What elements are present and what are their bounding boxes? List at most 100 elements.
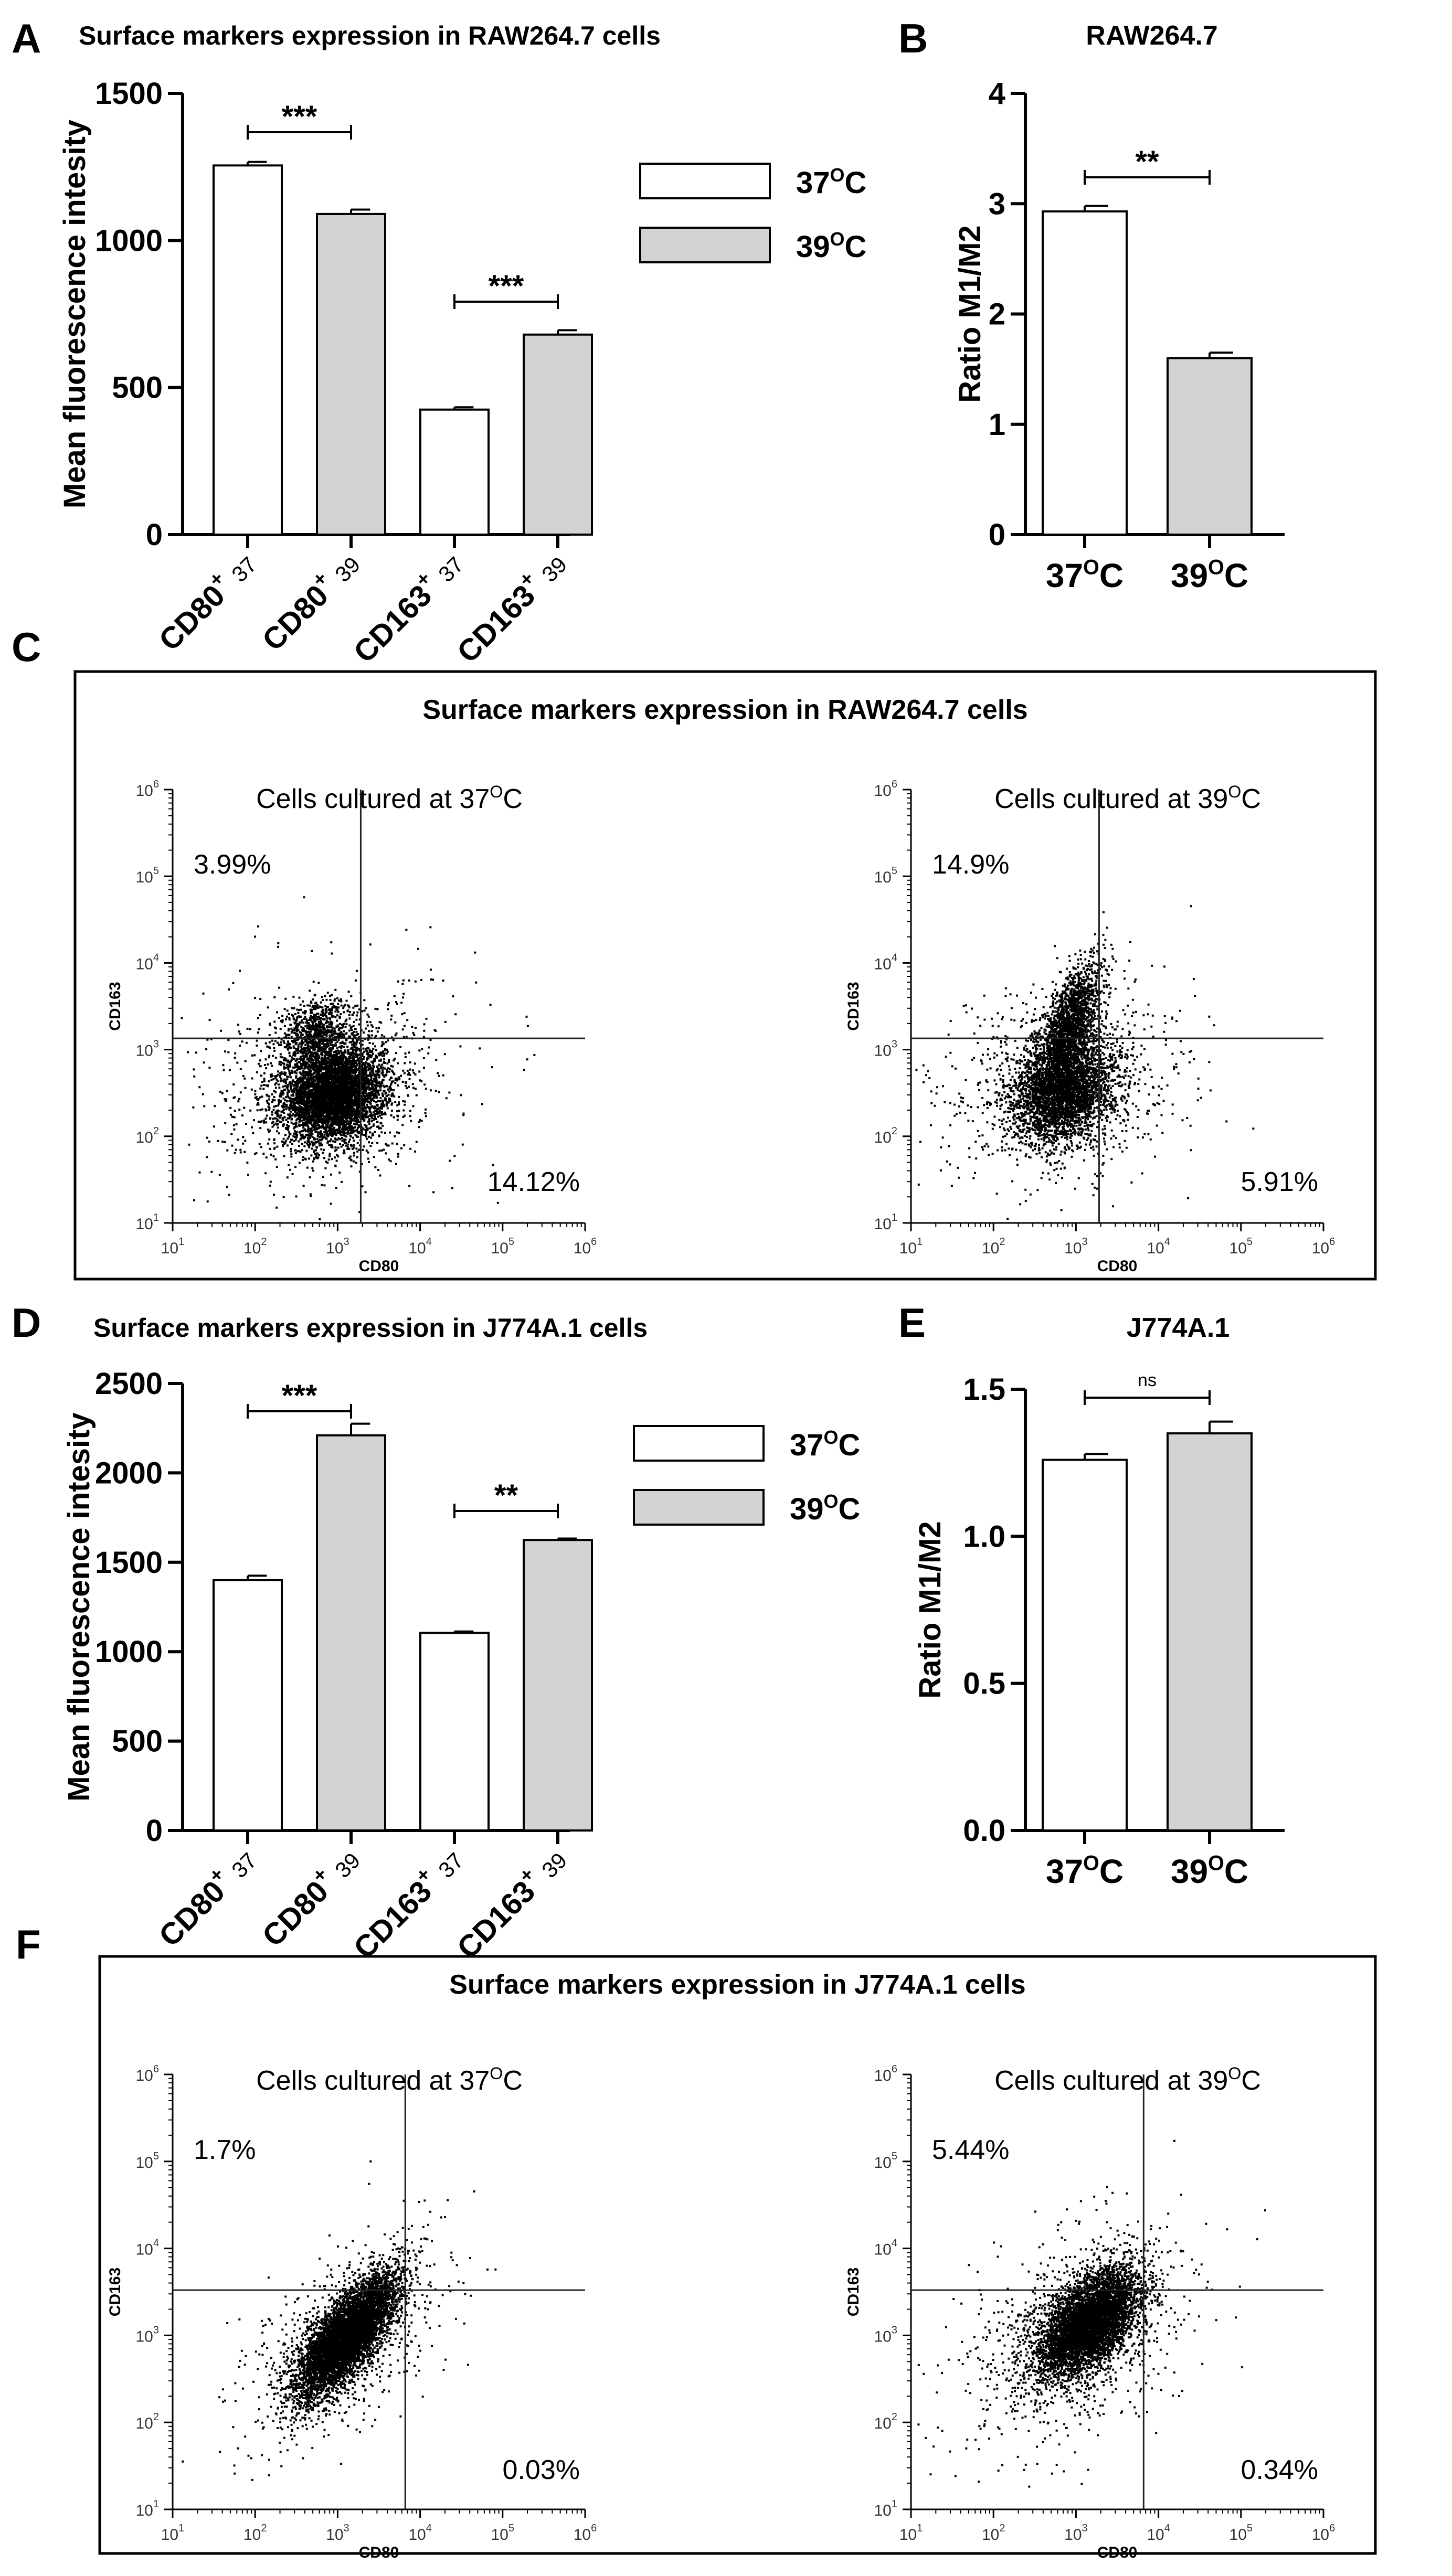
x-tick-label: 101 <box>899 2522 923 2543</box>
label-unit: C <box>1224 1853 1248 1890</box>
panel-letter-d: D <box>12 1300 41 1346</box>
tick-exp: 2 <box>999 1236 1005 1248</box>
label-value: 39 <box>1197 784 1228 814</box>
tick-base: 10 <box>874 2415 892 2432</box>
tick-exp: 3 <box>892 2324 897 2336</box>
tick-base: 10 <box>874 2241 892 2259</box>
y-tick-label: 104 <box>874 2238 898 2259</box>
x-axis-label: CD80 <box>1097 2544 1138 2561</box>
label-sup: O <box>1228 2064 1241 2083</box>
legend-swatch <box>639 163 771 199</box>
bar <box>419 1632 490 1832</box>
tick-base: 10 <box>874 2067 892 2084</box>
y-tick-label: 102 <box>874 1125 898 1146</box>
panel-title: Surface markers expression in RAW264.7 c… <box>422 695 1027 725</box>
y-tick-label: 2000 <box>95 1456 163 1490</box>
tick-base: 10 <box>1312 1240 1329 1257</box>
y-tick-label: 101 <box>874 2498 898 2519</box>
x-tick-label: 105 <box>1230 1236 1253 1257</box>
tick-exp: 2 <box>261 2522 267 2534</box>
tick-exp: 4 <box>426 1236 432 1248</box>
label-unit: C <box>844 230 866 264</box>
y-tick-label: 105 <box>136 2151 160 2171</box>
bar <box>419 408 490 536</box>
tick-exp: 1 <box>153 2498 159 2510</box>
y-tick-label: 2500 <box>95 1367 163 1401</box>
x-tick-label: 102 <box>243 2522 267 2543</box>
panel-f-flow: Surface markers expression in J774A.1 ce… <box>98 1955 1377 2561</box>
significance-label: ns <box>1138 1370 1157 1390</box>
significance-label: *** <box>282 1379 317 1413</box>
bar <box>1042 210 1128 536</box>
tick-base: 10 <box>1147 2526 1164 2543</box>
tick-base: 10 <box>1230 2526 1247 2543</box>
label-sup: O <box>1208 1852 1224 1875</box>
tick-base: 10 <box>1312 2526 1329 2543</box>
legend-label: 37OC <box>790 1427 860 1462</box>
bar <box>523 333 593 536</box>
y-tick-label: 101 <box>874 1212 898 1233</box>
label-prefix: Cells cultured at <box>994 784 1197 814</box>
quadrant-lower-right-percent: 5.91% <box>1241 1167 1318 1197</box>
panel-letter-e: E <box>898 1300 926 1346</box>
y-tick-label: 3 <box>989 187 1005 221</box>
label-value: 39 <box>1171 1853 1208 1890</box>
tick-exp: 1 <box>892 1212 897 1223</box>
plot-subtitle: Cells cultured at 39OC <box>994 782 1261 814</box>
tick-base: 10 <box>1147 1240 1164 1257</box>
flow-plot: 101 102 103 104 105 106101102103104105106CD80… <box>845 779 1335 1275</box>
y-axis-label: CD163 <box>107 2268 124 2316</box>
y-tick-label: 1500 <box>95 1546 163 1580</box>
tick-exp: 2 <box>892 1125 897 1137</box>
tick-base: 10 <box>874 2502 892 2519</box>
label-value: 37 <box>1046 1853 1083 1890</box>
y-axis-label: Ratio M1/M2 <box>953 225 987 402</box>
tick-exp: 6 <box>591 2522 597 2534</box>
x-tick-label: 105 <box>1230 2522 1253 2543</box>
y-tick-label: 102 <box>136 1125 160 1146</box>
tick-exp: 6 <box>1329 1236 1335 1248</box>
scatter-points <box>181 896 536 1220</box>
panel-border <box>98 1955 1377 2555</box>
tick-exp: 5 <box>153 865 159 877</box>
tick-exp: 1 <box>178 1236 184 1248</box>
x-tick-label: 104 <box>408 1236 432 1257</box>
tick-base: 10 <box>136 2415 153 2432</box>
tick-base: 10 <box>136 782 153 800</box>
tick-base: 10 <box>136 2067 153 2084</box>
significance-label: ** <box>494 1478 518 1513</box>
tick-exp: 6 <box>153 779 159 790</box>
tick-exp: 3 <box>344 2522 349 2534</box>
chart-title: J774A.1 <box>1127 1313 1230 1343</box>
tick-base: 10 <box>161 2526 178 2543</box>
tick-base: 10 <box>161 1240 178 1257</box>
x-tick-label: 101 <box>161 2522 185 2543</box>
tick-base: 10 <box>874 2154 892 2171</box>
y-tick-label: 1.0 <box>963 1519 1005 1553</box>
y-axis-label: CD163 <box>107 982 124 1030</box>
tick-exp: 4 <box>892 2238 897 2249</box>
label-sup: O <box>1083 1852 1099 1875</box>
plot-subtitle: Cells cultured at 37OC <box>256 2064 523 2096</box>
tick-base: 10 <box>874 955 892 973</box>
tick-exp: 5 <box>508 2522 514 2534</box>
tick-exp: 6 <box>892 779 897 790</box>
label-sup: O <box>1208 556 1224 579</box>
x-tick-label: 103 <box>1064 1236 1088 1257</box>
tick-base: 10 <box>1064 1240 1082 1257</box>
y-tick-label: 106 <box>136 2063 160 2084</box>
legend-label: 37OC <box>796 164 866 200</box>
tick-base: 10 <box>243 1240 261 1257</box>
panel-letter-b: B <box>898 15 928 61</box>
y-tick-label: 103 <box>136 2324 160 2345</box>
tick-base: 10 <box>136 869 153 886</box>
tick-base: 10 <box>491 2526 508 2543</box>
x-tick-label: 104 <box>408 2522 432 2543</box>
label-value: 39 <box>796 230 830 264</box>
bar <box>213 1579 283 1832</box>
y-tick-label: 1000 <box>95 223 163 258</box>
y-tick-label: 103 <box>874 2324 898 2345</box>
label-sup: O <box>830 164 845 186</box>
tick-base: 10 <box>874 2328 892 2345</box>
